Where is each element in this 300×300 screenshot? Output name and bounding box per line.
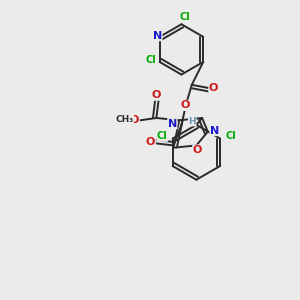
Text: Cl: Cl <box>157 131 168 141</box>
Text: Cl: Cl <box>145 55 156 65</box>
Text: O: O <box>209 83 218 93</box>
Text: O: O <box>130 115 139 125</box>
Text: Cl: Cl <box>179 12 190 22</box>
Text: O: O <box>193 145 202 155</box>
Text: H: H <box>188 117 196 126</box>
Text: N: N <box>168 119 177 129</box>
Text: O: O <box>180 100 190 110</box>
Text: O: O <box>146 137 155 147</box>
Text: O: O <box>152 90 161 100</box>
Text: CH₃: CH₃ <box>115 115 134 124</box>
Text: N: N <box>153 31 162 41</box>
Text: N: N <box>210 126 219 136</box>
Text: Cl: Cl <box>225 131 236 141</box>
